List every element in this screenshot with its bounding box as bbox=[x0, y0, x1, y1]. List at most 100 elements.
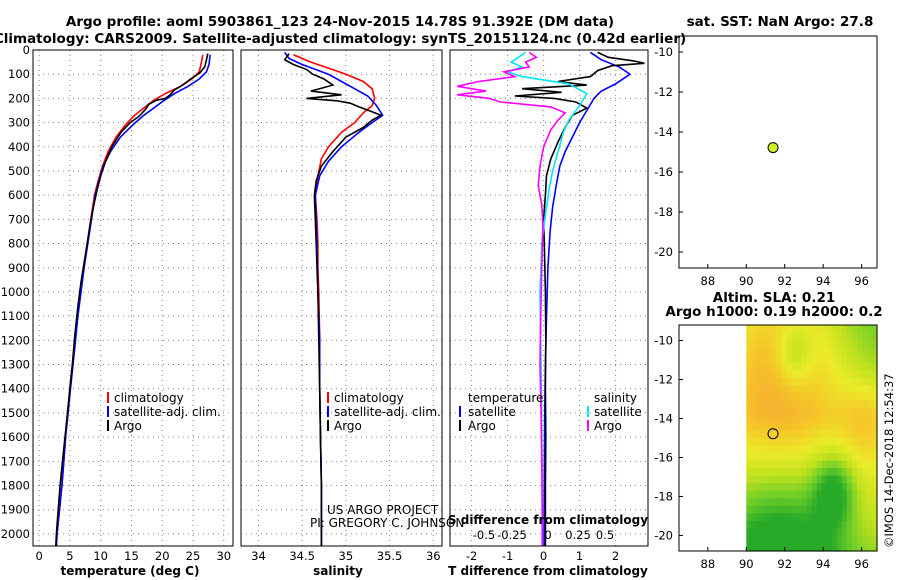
heatmap-cell bbox=[856, 385, 863, 394]
heatmap-cell bbox=[786, 513, 793, 522]
heatmap-cell bbox=[776, 528, 782, 537]
heatmap-cell bbox=[872, 445, 878, 454]
x-tick-label: 34 bbox=[251, 549, 266, 563]
sla-map-frame bbox=[678, 324, 878, 552]
heatmap-cell bbox=[786, 407, 793, 416]
heatmap-cell bbox=[821, 385, 828, 394]
heatmap-cell bbox=[811, 513, 818, 522]
series-line-argo bbox=[283, 53, 383, 546]
heatmap-cell bbox=[806, 347, 813, 356]
heatmap-cell bbox=[841, 422, 848, 431]
heatmap-cell bbox=[791, 355, 798, 364]
heatmap-cell bbox=[866, 392, 873, 401]
difference-panel: -2 -1 0 1 2 -0.5 -0.25 0 0.25 0.5 T difference fr… bbox=[448, 49, 649, 578]
temperature-x-label: temperature (deg C) bbox=[61, 564, 200, 578]
heatmap-cell bbox=[796, 468, 803, 477]
heatmap-cell bbox=[866, 355, 873, 364]
y-tick-label: 1500 bbox=[1, 406, 30, 420]
heatmap-cell bbox=[761, 415, 767, 424]
heatmap-cell bbox=[866, 385, 873, 394]
heatmap-cell bbox=[841, 430, 848, 439]
heatmap-cell bbox=[816, 325, 823, 334]
heatmap-cell bbox=[751, 445, 757, 454]
heatmap-cell bbox=[861, 430, 868, 439]
y-tick-label: -12 bbox=[654, 85, 673, 99]
heatmap-cell bbox=[781, 407, 788, 416]
heatmap-cell bbox=[831, 370, 838, 379]
heatmap-cell bbox=[776, 332, 782, 341]
heatmap-cell bbox=[811, 385, 818, 394]
heatmap-cell bbox=[826, 483, 833, 492]
heatmap-cell bbox=[766, 332, 772, 341]
heatmap-cell bbox=[806, 543, 813, 552]
heatmap-cell bbox=[836, 355, 843, 364]
heatmap-cell bbox=[776, 543, 782, 552]
heatmap-cell bbox=[816, 460, 823, 469]
heatmap-cell bbox=[836, 400, 843, 409]
heatmap-cell bbox=[786, 325, 793, 334]
heatmap-cell bbox=[751, 385, 757, 394]
heatmap-cell bbox=[781, 392, 788, 401]
legend-label: satellite bbox=[468, 405, 516, 419]
heatmap-cell bbox=[872, 520, 878, 529]
heatmap-cell bbox=[796, 513, 803, 522]
heatmap-cell bbox=[846, 468, 853, 477]
heatmap-cell bbox=[856, 355, 863, 364]
heatmap-cell bbox=[846, 475, 853, 484]
heatmap-cell bbox=[796, 528, 803, 537]
heatmap-cell bbox=[831, 453, 838, 462]
x-tick-label: 96 bbox=[854, 274, 869, 288]
heatmap-cell bbox=[771, 528, 777, 537]
heatmap-cell bbox=[811, 400, 818, 409]
heatmap-cell bbox=[856, 505, 863, 514]
heatmap-cell bbox=[776, 385, 782, 394]
heatmap-cell bbox=[766, 535, 772, 544]
heatmap-cell bbox=[766, 355, 772, 364]
heatmap-cell bbox=[751, 543, 757, 552]
heatmap-cell bbox=[821, 535, 828, 544]
heatmap-cell bbox=[866, 400, 873, 409]
heatmap-cell bbox=[866, 347, 873, 356]
heatmap-cell bbox=[796, 377, 803, 386]
heatmap-cell bbox=[786, 370, 793, 379]
heatmap-cell bbox=[816, 483, 823, 492]
heatmap-cell bbox=[781, 475, 788, 484]
heatmap-cell bbox=[851, 362, 858, 371]
heatmap-cell bbox=[811, 460, 818, 469]
heatmap-cell bbox=[831, 520, 838, 529]
heatmap-cell bbox=[841, 528, 848, 537]
heatmap-cell bbox=[806, 475, 813, 484]
heatmap-cell bbox=[861, 460, 868, 469]
heatmap-cell bbox=[806, 407, 813, 416]
heatmap-cell bbox=[751, 528, 757, 537]
heatmap-cell bbox=[746, 543, 752, 552]
heatmap-cell bbox=[816, 355, 823, 364]
heatmap-cell bbox=[806, 505, 813, 514]
heatmap-cell bbox=[826, 445, 833, 454]
heatmap-cell bbox=[756, 362, 762, 371]
heatmap-cell bbox=[801, 460, 808, 469]
heatmap-cell bbox=[791, 543, 798, 552]
heatmap-cell bbox=[851, 415, 858, 424]
x-tick-label: 92 bbox=[777, 557, 792, 571]
heatmap-cell bbox=[841, 543, 848, 552]
sla-title-line-1: Altim. SLA: 0.21 bbox=[713, 290, 835, 306]
heatmap-cell bbox=[776, 422, 782, 431]
heatmap-cell bbox=[756, 385, 762, 394]
series-line-salinity-argo bbox=[457, 51, 567, 546]
heatmap-cell bbox=[856, 325, 863, 334]
heatmap-cell bbox=[846, 392, 853, 401]
heatmap-cell bbox=[781, 483, 788, 492]
heatmap-cell bbox=[751, 490, 757, 499]
heatmap-cell bbox=[791, 498, 798, 507]
heatmap-cell bbox=[796, 430, 803, 439]
heatmap-cell bbox=[761, 513, 767, 522]
heatmap-cell bbox=[801, 445, 808, 454]
heatmap-cell bbox=[861, 498, 868, 507]
heatmap-cell bbox=[816, 543, 823, 552]
heatmap-cell bbox=[781, 460, 788, 469]
heatmap-cell bbox=[861, 453, 868, 462]
heatmap-cell bbox=[756, 475, 762, 484]
heatmap-cell bbox=[806, 468, 813, 477]
heatmap-cell bbox=[826, 438, 833, 447]
